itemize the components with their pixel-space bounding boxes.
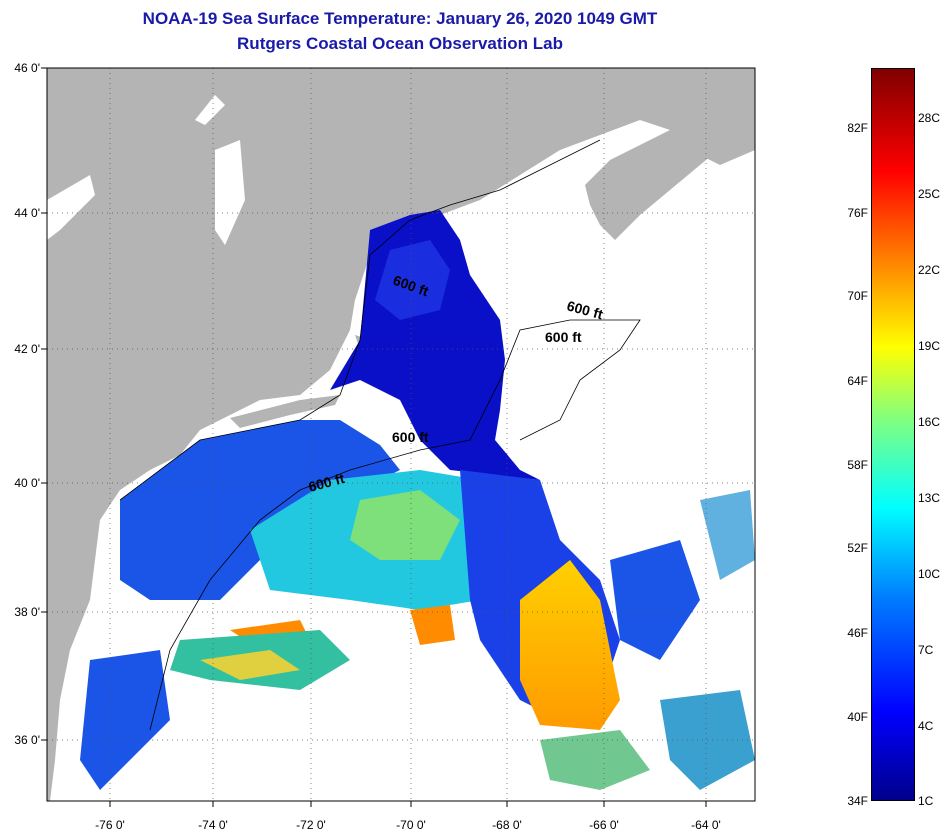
colorbar-f-label: 52F bbox=[838, 541, 868, 555]
lon-label: -66 0' bbox=[574, 818, 634, 832]
colorbar-f-label: 64F bbox=[838, 374, 868, 388]
lat-label: 46 0' bbox=[0, 61, 40, 75]
lat-label: 36 0' bbox=[0, 733, 40, 747]
lon-label: -68 0' bbox=[477, 818, 537, 832]
lon-label: -74 0' bbox=[183, 818, 243, 832]
depth-label: 600 ft bbox=[545, 329, 582, 345]
colorbar-c-label: 7C bbox=[918, 643, 933, 657]
colorbar-c-label: 13C bbox=[918, 491, 940, 505]
lat-label: 38 0' bbox=[0, 605, 40, 619]
lat-label: 44 0' bbox=[0, 206, 40, 220]
colorbar-f-label: 46F bbox=[838, 626, 868, 640]
color-scale-bar bbox=[871, 68, 915, 801]
colorbar-c-label: 1C bbox=[918, 794, 933, 808]
colorbar-c-label: 16C bbox=[918, 415, 940, 429]
depth-label: 600 ft bbox=[392, 429, 429, 445]
colorbar-c-label: 10C bbox=[918, 567, 940, 581]
lon-label: -70 0' bbox=[381, 818, 441, 832]
colorbar-f-label: 70F bbox=[838, 289, 868, 303]
colorbar-f-label: 58F bbox=[838, 458, 868, 472]
colorbar-c-label: 25C bbox=[918, 187, 940, 201]
lon-label: -76 0' bbox=[80, 818, 140, 832]
colorbar-c-label: 22C bbox=[918, 263, 940, 277]
colorbar-c-label: 28C bbox=[918, 111, 940, 125]
lon-label: -72 0' bbox=[281, 818, 341, 832]
lat-label: 42 0' bbox=[0, 342, 40, 356]
colorbar-c-label: 19C bbox=[918, 339, 940, 353]
colorbar-c-label: 4C bbox=[918, 719, 933, 733]
lon-label: -64 0' bbox=[676, 818, 736, 832]
colorbar-f-label: 82F bbox=[838, 121, 868, 135]
colorbar-f-label: 40F bbox=[838, 710, 868, 724]
colorbar-f-label: 76F bbox=[838, 206, 868, 220]
lat-label: 40 0' bbox=[0, 476, 40, 490]
colorbar-f-label: 34F bbox=[838, 794, 868, 808]
